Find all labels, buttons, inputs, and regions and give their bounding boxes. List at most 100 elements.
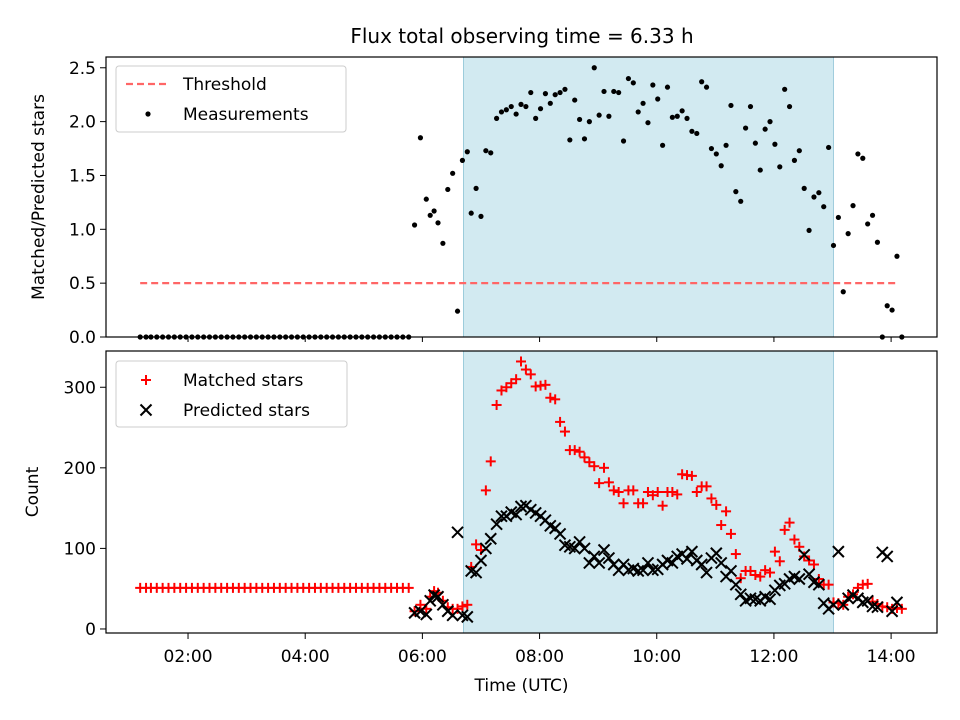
predicted-star-point xyxy=(568,542,581,555)
measurement-point xyxy=(478,213,484,219)
predicted-star-point xyxy=(578,542,591,555)
measurement-point xyxy=(762,126,768,132)
predicted-legend-label: Predicted stars xyxy=(183,401,310,421)
matched-star-point xyxy=(480,485,491,496)
matched-star-point xyxy=(555,416,566,427)
predicted-star-point xyxy=(461,610,474,624)
matched-star-point xyxy=(735,573,746,584)
measurement-point xyxy=(450,170,456,176)
predicted-star-point xyxy=(832,545,845,558)
predicted-star-point xyxy=(802,567,816,581)
matched-star-point xyxy=(559,426,570,437)
measurement-point xyxy=(488,150,494,156)
measurement-point xyxy=(537,106,544,112)
measurement-point xyxy=(689,128,695,134)
measurement-point xyxy=(850,203,856,209)
measurement-point xyxy=(630,80,636,86)
measurement-point xyxy=(528,89,534,96)
measurement-point xyxy=(835,214,841,221)
measurement-point xyxy=(806,227,812,233)
predicted-star-point xyxy=(479,542,493,555)
measurement-point xyxy=(493,115,500,121)
bottom-axes-frame xyxy=(105,350,938,634)
predicted-legend-marker xyxy=(139,403,153,417)
matched-star-point xyxy=(574,446,585,457)
matched-star-point xyxy=(711,499,722,510)
bottom-count-points xyxy=(135,356,907,624)
measurement-point xyxy=(703,84,710,90)
measurement-point xyxy=(635,109,641,115)
measurement-point xyxy=(611,88,617,95)
measurement-point xyxy=(503,107,509,113)
matched-star-point xyxy=(594,478,605,489)
matched-star-point xyxy=(525,369,536,380)
bottom-x-ticks: 02:00 04:00 06:00 08:00 10:00 12:00 14:00 xyxy=(164,633,916,667)
predicted-star-point xyxy=(646,563,660,577)
top-x-ticks xyxy=(187,337,892,342)
measurement-point xyxy=(786,103,793,110)
matched-star-point xyxy=(706,493,717,504)
measurement-point xyxy=(694,130,700,137)
measurement-point xyxy=(508,103,514,110)
predicted-star-point xyxy=(446,609,459,622)
matched-star-point xyxy=(823,579,834,590)
predicted-star-point xyxy=(490,518,503,531)
x-tick-label: 06:00 xyxy=(398,647,447,667)
measurement-point xyxy=(752,140,758,146)
measurement-point xyxy=(743,125,749,131)
matched-star-point xyxy=(491,399,502,410)
measurement-point xyxy=(606,113,612,119)
y-tick-label: 200 xyxy=(64,459,96,479)
measurement-point xyxy=(411,222,418,228)
predicted-star-point xyxy=(631,564,645,578)
y-tick-label: 2.0 xyxy=(69,113,96,133)
matched-star-point xyxy=(545,392,556,403)
measurement-point xyxy=(718,163,724,169)
matched-star-point xyxy=(520,364,531,375)
predicted-star-point xyxy=(837,598,850,612)
y-tick-label: 100 xyxy=(64,539,96,559)
x-tick-label: 08:00 xyxy=(515,647,564,667)
measurement-point xyxy=(552,92,558,98)
measurement-point xyxy=(645,120,651,126)
matched-star-point xyxy=(550,394,561,405)
matched-star-point xyxy=(462,599,473,610)
predicted-star-point xyxy=(885,605,899,618)
matched-star-point xyxy=(808,559,819,570)
predicted-star-point xyxy=(469,566,483,579)
matched-star-point xyxy=(784,517,795,528)
x-tick-label: 10:00 xyxy=(632,647,681,667)
matched-star-point xyxy=(716,520,727,531)
measurement-point xyxy=(679,108,685,114)
measurement-point xyxy=(533,115,539,121)
measurement-point xyxy=(523,103,529,110)
top-axes-frame xyxy=(105,56,938,338)
measurement-point xyxy=(417,135,424,141)
measurement-point xyxy=(596,112,602,118)
x-tick-label: 14:00 xyxy=(867,647,916,667)
predicted-star-point xyxy=(685,545,699,558)
measurement-point xyxy=(620,138,627,144)
matched-star-point xyxy=(652,487,663,497)
measurement-point xyxy=(669,114,675,120)
measurement-point xyxy=(616,89,622,96)
matched-star-point xyxy=(672,489,683,500)
measurement-point xyxy=(738,198,744,204)
measurement-point xyxy=(513,111,519,117)
predicted-star-point xyxy=(729,578,743,591)
top-observing-span xyxy=(462,56,834,338)
matched-star-point xyxy=(403,582,414,593)
matched-star-point xyxy=(569,445,580,456)
measurement-point xyxy=(699,79,705,85)
measurement-point xyxy=(423,196,429,202)
predicted-star-point xyxy=(484,532,497,545)
measurement-point xyxy=(767,119,773,125)
measurement-point xyxy=(468,210,474,216)
predicted-star-point xyxy=(431,590,445,603)
measurement-point xyxy=(777,164,783,170)
matched-star-point xyxy=(628,485,639,496)
measurement-point xyxy=(840,289,846,295)
measurement-point xyxy=(747,103,754,110)
matched-star-point xyxy=(779,524,790,535)
